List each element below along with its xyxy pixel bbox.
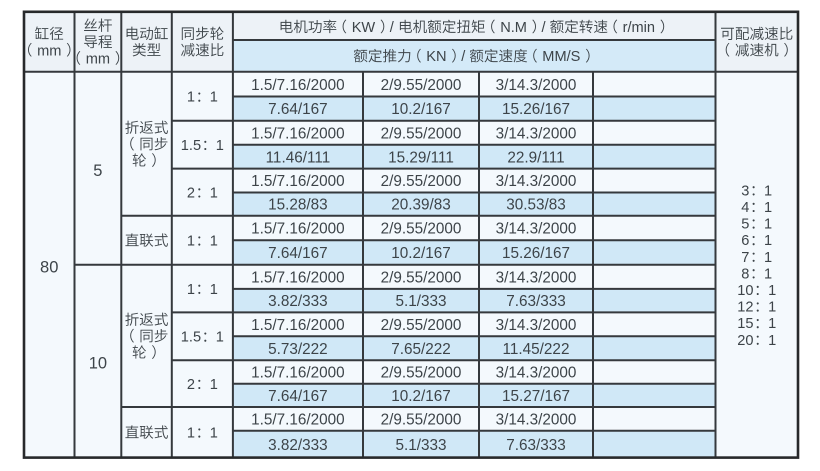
svg-text:5.1/333: 5.1/333: [395, 437, 446, 454]
svg-text:3/14.3/2000: 3/14.3/2000: [496, 269, 577, 286]
svg-text:1.5/7.16/2000: 1.5/7.16/2000: [251, 221, 345, 238]
svg-text:1: 1: [764, 200, 772, 216]
svg-text:5: 5: [741, 217, 749, 233]
svg-text:1: 1: [210, 426, 218, 442]
svg-text:1: 1: [768, 316, 776, 332]
svg-text:5.1/333: 5.1/333: [395, 293, 446, 310]
svg-text:3/14.3/2000: 3/14.3/2000: [496, 365, 577, 382]
svg-text:10.2/167: 10.2/167: [391, 245, 451, 262]
svg-text:20: 20: [737, 333, 753, 349]
svg-text:/: /: [542, 20, 547, 36]
svg-text:1: 1: [210, 282, 218, 298]
svg-text:3/14.3/2000: 3/14.3/2000: [496, 125, 577, 142]
svg-text:3.82/333: 3.82/333: [268, 437, 328, 454]
svg-text:1: 1: [764, 233, 772, 249]
svg-text:7.64/167: 7.64/167: [268, 245, 328, 262]
svg-text:1.5/7.16/2000: 1.5/7.16/2000: [251, 269, 345, 286]
svg-text:1: 1: [216, 138, 224, 154]
svg-text:1: 1: [764, 250, 772, 266]
svg-text:22.9/111: 22.9/111: [507, 149, 564, 166]
svg-text:7.63/333: 7.63/333: [506, 293, 566, 310]
svg-text:1: 1: [210, 234, 218, 250]
svg-text:2/9.55/2000: 2/9.55/2000: [381, 125, 462, 142]
svg-text:1: 1: [764, 266, 772, 282]
svg-text:30.53/83: 30.53/83: [506, 197, 566, 214]
svg-text:1.5/7.16/2000: 1.5/7.16/2000: [251, 317, 345, 334]
svg-text:12: 12: [737, 300, 753, 316]
svg-text:1: 1: [187, 282, 195, 298]
svg-text:mm: mm: [37, 43, 61, 59]
svg-text:2/9.55/2000: 2/9.55/2000: [381, 77, 462, 94]
svg-text:7.63/333: 7.63/333: [506, 437, 566, 454]
svg-text:1: 1: [187, 90, 195, 106]
svg-text:5: 5: [93, 162, 102, 180]
svg-text:3/14.3/2000: 3/14.3/2000: [496, 221, 577, 238]
svg-text:15.27/167: 15.27/167: [502, 388, 570, 405]
svg-text:4: 4: [741, 200, 749, 216]
svg-text:7.64/167: 7.64/167: [268, 388, 328, 405]
svg-text:15.26/167: 15.26/167: [502, 245, 570, 262]
svg-text:KN: KN: [426, 49, 446, 65]
svg-text:11.46/111: 11.46/111: [266, 149, 331, 166]
svg-text:2/9.55/2000: 2/9.55/2000: [381, 221, 462, 238]
svg-text:10.2/167: 10.2/167: [391, 101, 451, 118]
svg-text:10: 10: [89, 355, 107, 373]
svg-text:1: 1: [210, 377, 218, 393]
svg-text:1.5/7.16/2000: 1.5/7.16/2000: [251, 173, 345, 190]
svg-text:20.39/83: 20.39/83: [391, 197, 451, 214]
svg-text:2/9.55/2000: 2/9.55/2000: [381, 173, 462, 190]
svg-text:11.45/222: 11.45/222: [503, 341, 570, 358]
svg-text:1.5/7.16/2000: 1.5/7.16/2000: [251, 77, 345, 94]
svg-text:10: 10: [737, 283, 753, 299]
svg-text:7: 7: [741, 250, 749, 266]
svg-text:1.5: 1.5: [181, 138, 201, 154]
svg-text:/: /: [390, 20, 395, 36]
svg-text:1: 1: [187, 234, 195, 250]
svg-text:KW: KW: [352, 20, 376, 36]
svg-text:5.73/222: 5.73/222: [268, 341, 328, 358]
svg-text:mm: mm: [86, 52, 110, 68]
svg-text:1.5/7.16/2000: 1.5/7.16/2000: [251, 125, 345, 142]
svg-text:1.5/7.16/2000: 1.5/7.16/2000: [251, 412, 345, 429]
svg-text:3: 3: [741, 183, 749, 199]
svg-text:15.28/83: 15.28/83: [268, 197, 328, 214]
svg-text:1: 1: [187, 426, 195, 442]
svg-text:1: 1: [764, 183, 772, 199]
svg-text:3.82/333: 3.82/333: [268, 293, 328, 310]
svg-text:1: 1: [768, 283, 776, 299]
svg-text:15.29/111: 15.29/111: [388, 149, 454, 166]
svg-text:15: 15: [737, 316, 753, 332]
svg-text:7.64/167: 7.64/167: [268, 101, 328, 118]
svg-text:3/14.3/2000: 3/14.3/2000: [496, 173, 577, 190]
svg-text:10.2/167: 10.2/167: [391, 388, 451, 405]
svg-text:3/14.3/2000: 3/14.3/2000: [496, 412, 577, 429]
svg-text:8: 8: [741, 266, 749, 282]
svg-text:1: 1: [768, 333, 776, 349]
svg-text:6: 6: [741, 233, 749, 249]
svg-text:1: 1: [216, 330, 224, 346]
svg-text:2/9.55/2000: 2/9.55/2000: [381, 412, 462, 429]
svg-text:1: 1: [764, 217, 772, 233]
svg-text:1: 1: [210, 90, 218, 106]
svg-text:2: 2: [187, 377, 195, 393]
svg-text:MM/S: MM/S: [542, 49, 580, 65]
svg-text:2/9.55/2000: 2/9.55/2000: [381, 317, 462, 334]
svg-text:1.5/7.16/2000: 1.5/7.16/2000: [251, 365, 345, 382]
svg-text:15.26/167: 15.26/167: [502, 101, 570, 118]
svg-text:3/14.3/2000: 3/14.3/2000: [496, 317, 577, 334]
svg-text:80: 80: [40, 258, 58, 276]
svg-text:2: 2: [187, 186, 195, 202]
svg-text:2/9.55/2000: 2/9.55/2000: [381, 365, 462, 382]
svg-text:1: 1: [768, 300, 776, 316]
svg-text:7.65/222: 7.65/222: [391, 341, 451, 358]
svg-text:/: /: [461, 49, 466, 65]
svg-text:N.M: N.M: [500, 20, 527, 36]
svg-text:1: 1: [210, 186, 218, 202]
svg-text:2/9.55/2000: 2/9.55/2000: [381, 269, 462, 286]
svg-text:1.5: 1.5: [181, 330, 201, 346]
svg-text:3/14.3/2000: 3/14.3/2000: [496, 77, 577, 94]
svg-text:r/min: r/min: [623, 20, 655, 36]
